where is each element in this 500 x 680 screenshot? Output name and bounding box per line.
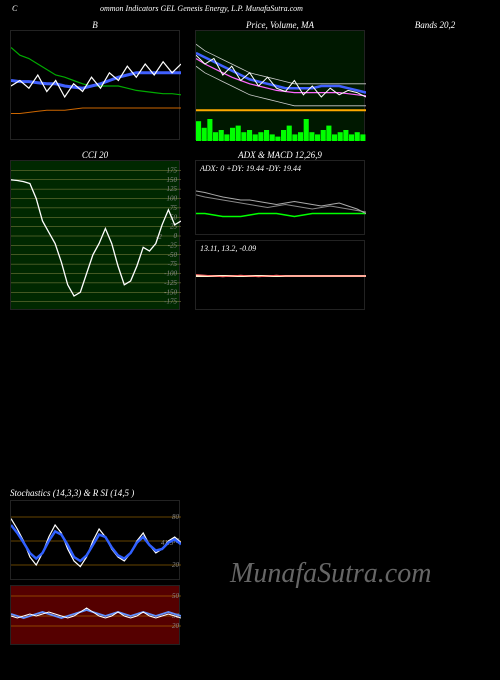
macd-chart: 13.11, 13.2, -0.09 (195, 240, 365, 310)
rsi-chart: 503020 (10, 585, 180, 645)
watermark: MunafaSutra.com (230, 558, 431, 590)
bands-title: Bands 20,2 (380, 20, 490, 30)
bbands-chart (10, 30, 180, 140)
price-title: Price, Volume, MA (195, 20, 365, 30)
svg-text:75: 75 (170, 204, 178, 212)
header-center: ommon Indicators GEL Genesis Energy, L.P… (100, 4, 303, 13)
svg-text:125: 125 (167, 185, 178, 193)
svg-text:80: 80 (172, 513, 180, 521)
stoch-title: Stochastics (14,3,3) & R SI (14,5 ) (10, 488, 490, 498)
stoch-chart: 80502041.5 (10, 500, 180, 580)
cci-title: CCI 20 (10, 150, 180, 160)
svg-text:-175: -175 (164, 298, 177, 306)
svg-text:100: 100 (167, 195, 178, 203)
header-left: C (12, 4, 17, 13)
svg-text:-150: -150 (164, 288, 177, 296)
svg-text:-25: -25 (168, 241, 178, 249)
bbands-title: B (10, 20, 180, 30)
price-chart (195, 30, 365, 140)
svg-text:-75: -75 (168, 260, 178, 268)
svg-text:13.11, 13.2, -0.09: 13.11, 13.2, -0.09 (200, 244, 256, 253)
adx-title: ADX & MACD 12,26,9 (195, 150, 365, 160)
svg-text:0: 0 (174, 232, 178, 240)
svg-text:50: 50 (172, 592, 180, 600)
svg-text:150: 150 (167, 176, 178, 184)
svg-text:ADX: 0 +DY: 19.44 -DY: 19.4: ADX: 0 +DY: 19.44 -DY: 19.44 (199, 164, 301, 173)
svg-text:20: 20 (172, 622, 180, 630)
svg-text:175: 175 (167, 166, 178, 174)
svg-text:-100: -100 (164, 270, 177, 278)
cci-chart: 1751501251007550250-25-50-75-100-125-150… (10, 160, 180, 310)
svg-text:20: 20 (172, 561, 180, 569)
adx-chart: ADX: 0 +DY: 19.44 -DY: 19.44 (195, 160, 365, 235)
svg-text:-50: -50 (168, 251, 178, 259)
svg-text:-125: -125 (164, 279, 177, 287)
